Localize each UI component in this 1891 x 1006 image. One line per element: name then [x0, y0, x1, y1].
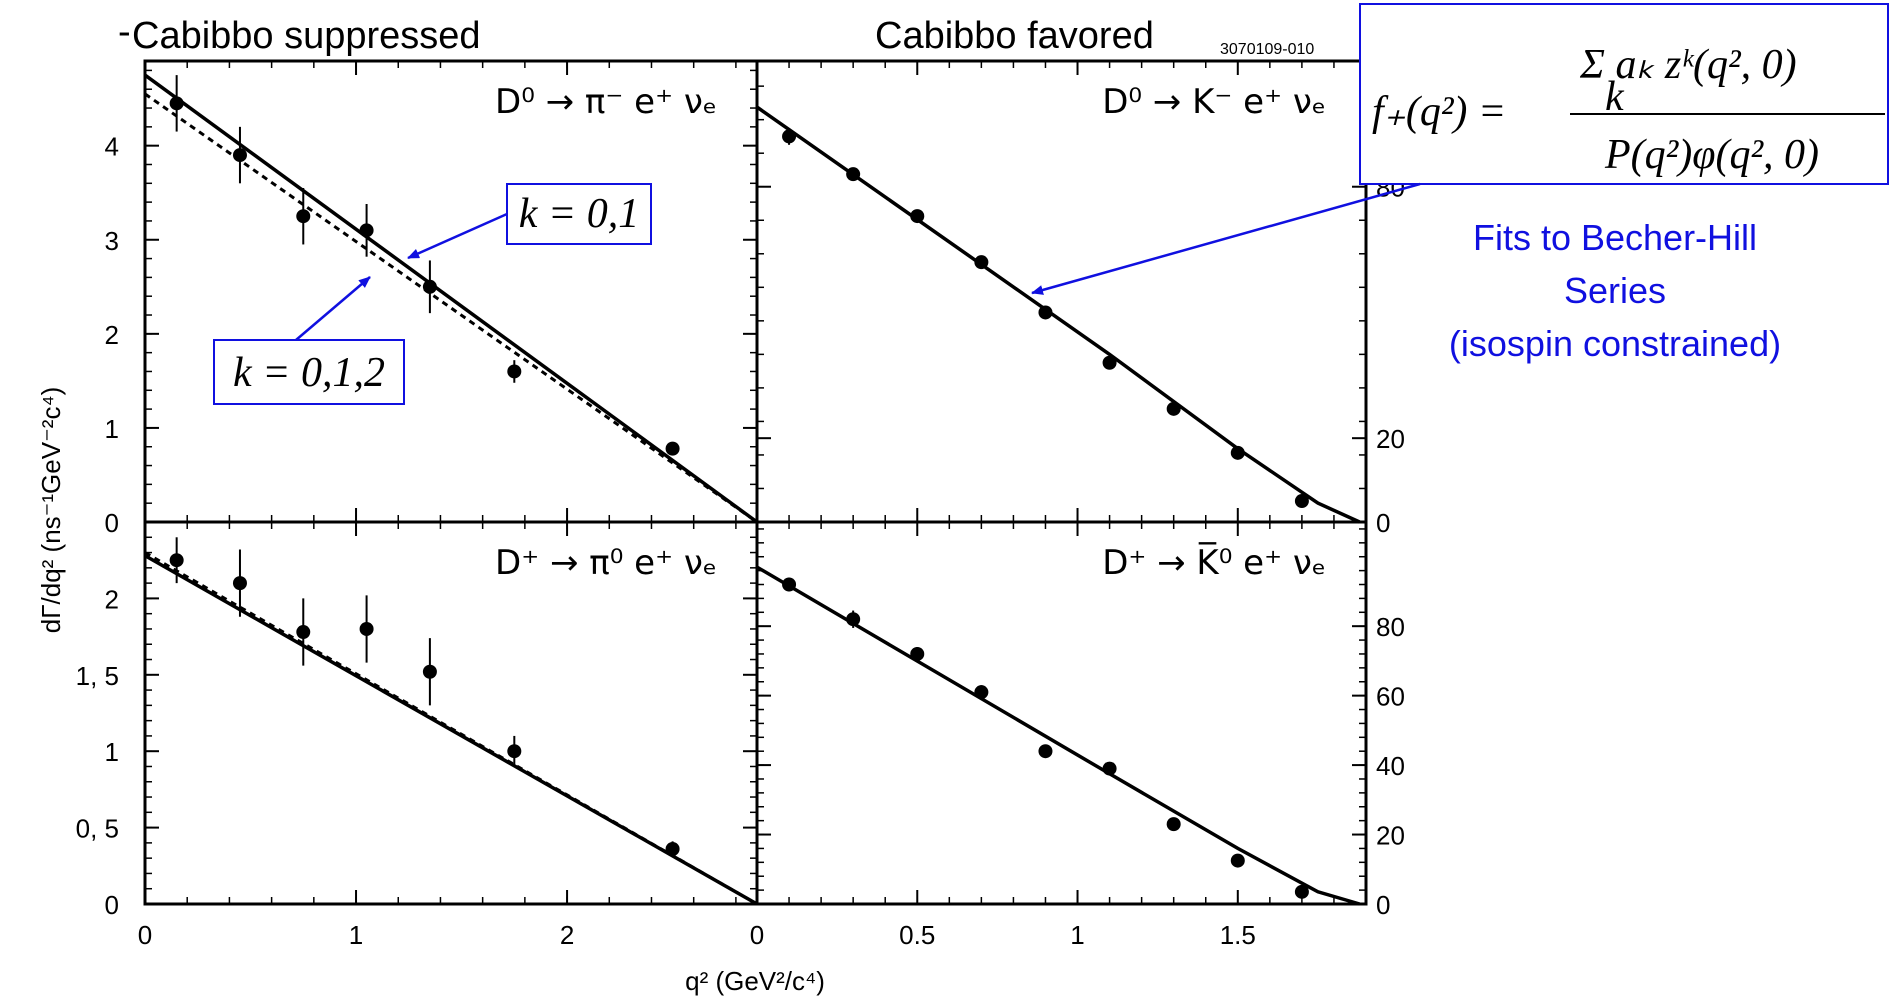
x-axis-label: q² (GeV²/c⁴)	[685, 966, 825, 996]
panel-bottom-left: 0 0, 5 1 1, 5 2 0 1 2 D⁺ → π⁰ e⁺ νₑ	[76, 520, 759, 950]
y-tick-label: 3	[105, 226, 119, 256]
fit-note: Fits to Becher-Hill Series (isospin cons…	[1449, 217, 1781, 364]
data-point	[359, 621, 374, 636]
fit-note-line-2: Series	[1564, 270, 1666, 311]
k01-label: k = 0,1	[506, 183, 652, 245]
data-point	[169, 553, 184, 568]
x-tick-label: 0	[750, 920, 764, 950]
k01-box	[506, 183, 652, 245]
fit-curve-solid	[755, 105, 1361, 524]
y-tick-label: 20	[1376, 821, 1405, 851]
data-point	[1038, 744, 1053, 759]
data-point	[782, 577, 797, 592]
formula-denominator: P(q²)φ(q², 0)	[1604, 132, 1819, 178]
right-title: Cabibbo favored	[875, 15, 1154, 57]
x-tick-label: 2	[560, 920, 574, 950]
data-point	[1102, 761, 1117, 776]
data-point	[422, 664, 437, 679]
y-tick-label: 20	[1376, 424, 1405, 454]
y-axis-label: dΓ/dq² (ns⁻¹GeV⁻²c⁴)	[36, 387, 66, 634]
x-tick-label: 1	[1070, 920, 1084, 950]
formula-lhs: f₊(q²) =	[1372, 89, 1506, 135]
k012-box	[213, 339, 405, 405]
data-point	[169, 96, 184, 111]
data-point	[665, 441, 680, 456]
formula-arrow	[1031, 182, 1421, 295]
y-tick-label: 0	[105, 890, 119, 920]
x-tick-label: 0.5	[899, 920, 935, 950]
data-point	[359, 223, 374, 238]
y-tick-label: 0	[1376, 890, 1390, 920]
y-tick-label: 0	[1376, 508, 1390, 538]
data-point	[910, 646, 925, 661]
panel-bottom-right: 0 20 40 60 80 0 0.5 1 1.5 D⁺ → K̅⁰ e⁺ νₑ	[750, 520, 1405, 950]
data-point	[507, 364, 522, 379]
data-point	[232, 148, 247, 163]
reaction-label: D⁰ → π⁻ e⁺ νₑ	[495, 82, 717, 122]
fit-curve-solid	[756, 565, 1361, 906]
header-dash: -	[118, 11, 131, 53]
data-point	[1166, 817, 1181, 832]
y-tick-label: 40	[1376, 751, 1405, 781]
data-point	[1294, 494, 1309, 509]
data-point	[1102, 355, 1117, 370]
fit-curve-solid	[143, 73, 759, 524]
data-point	[1294, 884, 1309, 899]
y-tick-label: 0, 5	[76, 814, 119, 844]
k012-text: k = 0,1,2	[233, 350, 385, 396]
panel-frame	[755, 59, 1368, 524]
k012-label: k = 0,1,2	[213, 339, 405, 405]
data-point	[1230, 853, 1245, 868]
figure-code: 3070109-010	[1220, 41, 1314, 58]
y-tick-label: 60	[1376, 682, 1405, 712]
k01-arrow	[407, 212, 508, 260]
panel-frame	[755, 520, 1368, 906]
k012-arrow	[295, 276, 371, 341]
fit-note-line-3: (isospin constrained)	[1449, 323, 1781, 364]
formula-box: f₊(q²) = Σ aₖ zᵏ(q², 0) k P(q²)φ(q², 0)	[1359, 3, 1889, 185]
formula-box-frame	[1359, 3, 1889, 185]
data-point	[910, 209, 925, 224]
y-tick-label: 1, 5	[76, 661, 119, 691]
y-tick-label: 1	[105, 737, 119, 767]
reaction-label: D⁰ → K⁻ e⁺ νₑ	[1102, 82, 1326, 122]
y-tick-label: 2	[105, 584, 119, 614]
y-tick-label: 80	[1376, 612, 1405, 642]
x-tick-label: 0	[138, 920, 152, 950]
fit-note-line-1: Fits to Becher-Hill	[1473, 217, 1757, 258]
y-tick-label: 2	[105, 320, 119, 350]
x-tick-label: 1.5	[1220, 920, 1256, 950]
data-point	[974, 685, 989, 700]
y-tick-label: 0	[105, 508, 119, 538]
y-tick-label: 4	[105, 132, 119, 162]
data-point	[422, 279, 437, 294]
data-point	[1230, 445, 1245, 460]
data-point	[296, 209, 311, 224]
data-point	[846, 167, 861, 182]
formula-sum-index: k	[1605, 74, 1625, 120]
data-point	[232, 576, 247, 591]
data-point	[296, 625, 311, 640]
data-point	[1166, 401, 1181, 416]
data-point	[782, 129, 797, 144]
data-point	[507, 744, 522, 759]
data-point	[665, 841, 680, 856]
k01-text: k = 0,1	[519, 191, 639, 237]
reaction-label: D⁺ → π⁰ e⁺ νₑ	[495, 543, 717, 583]
fit-curve-dashed	[144, 92, 758, 524]
x-tick-label: 1	[349, 920, 363, 950]
data-point	[846, 612, 861, 627]
formula-numerator: Σ aₖ zᵏ(q², 0)	[1579, 42, 1797, 88]
y-tick-label: 1	[105, 414, 119, 444]
data-point	[1038, 305, 1053, 320]
data-point	[974, 255, 989, 270]
fit-curve-solid	[144, 554, 758, 906]
left-title: Cabibbo suppressed	[132, 15, 481, 57]
panel-top-left: 0 1 2 3 4 D⁰ → π⁻ e⁺ νₑ	[105, 59, 759, 538]
reaction-label: D⁺ → K̅⁰ e⁺ νₑ	[1102, 542, 1326, 583]
